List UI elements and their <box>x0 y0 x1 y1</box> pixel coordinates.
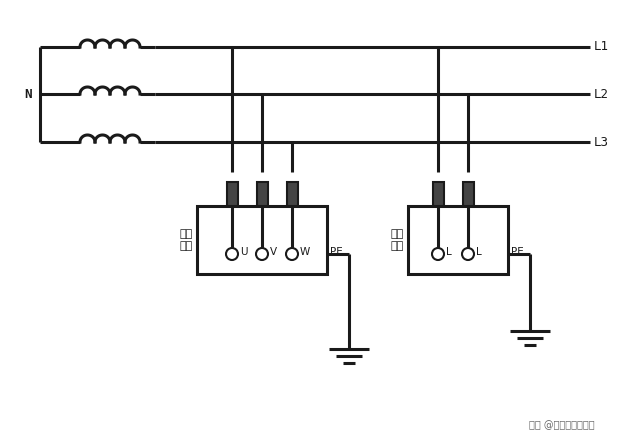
Text: N: N <box>24 88 32 100</box>
Text: 设备: 设备 <box>180 241 193 251</box>
Text: L1: L1 <box>594 41 609 53</box>
Text: 单相: 单相 <box>391 229 404 239</box>
Bar <box>287 182 298 210</box>
Bar <box>197 206 327 274</box>
Text: L3: L3 <box>594 136 609 149</box>
Text: W: W <box>300 247 310 257</box>
Text: V: V <box>270 247 277 257</box>
Text: 设备: 设备 <box>391 241 404 251</box>
Text: PE: PE <box>330 247 343 257</box>
Text: L2: L2 <box>594 88 609 100</box>
Text: L: L <box>476 247 482 257</box>
Bar <box>257 182 268 210</box>
Bar <box>463 182 474 210</box>
Bar <box>433 182 444 210</box>
Bar <box>408 206 508 274</box>
Bar <box>227 182 237 210</box>
Text: 三相: 三相 <box>180 229 193 239</box>
Text: 头条 @电气自动化应用: 头条 @电气自动化应用 <box>529 420 595 430</box>
Text: PE: PE <box>511 247 524 257</box>
Text: L: L <box>446 247 452 257</box>
Text: U: U <box>240 247 248 257</box>
